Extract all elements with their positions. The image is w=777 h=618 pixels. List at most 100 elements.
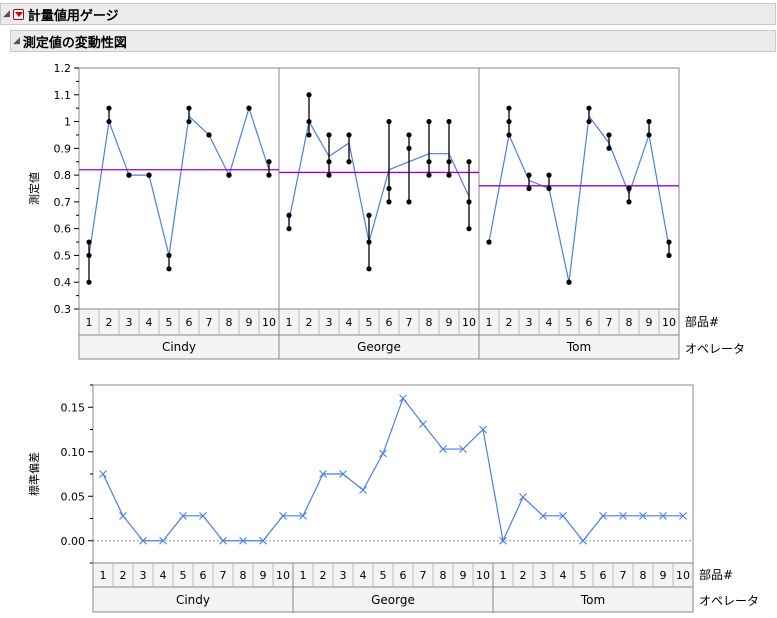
stddev-marker (539, 511, 547, 520)
part-tick-label: 2 (520, 569, 527, 582)
part-tick-label: 1 (500, 569, 507, 582)
data-point (446, 172, 452, 178)
part-tick-label: 7 (606, 316, 613, 329)
data-point (366, 239, 372, 245)
y-axis-label: 標準偏差 (27, 452, 41, 496)
data-point (286, 226, 292, 232)
data-point (466, 199, 472, 205)
part-tick-label: 6 (386, 316, 393, 329)
part-tick-label: 10 (462, 316, 476, 329)
data-point (646, 118, 652, 125)
part-tick-label: 2 (306, 316, 313, 329)
part-tick-label: 9 (246, 316, 253, 329)
data-point (426, 159, 432, 165)
operator-label: Tom (580, 593, 605, 607)
part-tick-label: 9 (660, 569, 667, 582)
cell-mean-line (88, 106, 270, 256)
part-tick-label: 4 (146, 316, 153, 329)
part-tick-label: 5 (380, 569, 387, 582)
y-tick-label: 1.1 (54, 89, 72, 102)
data-point (86, 239, 92, 245)
y-tick-label: 0.7 (54, 196, 72, 209)
y-tick-label: 1.2 (54, 62, 72, 75)
stddev-marker (259, 536, 267, 545)
data-point (226, 172, 232, 178)
data-point (306, 118, 312, 125)
stddev-marker (159, 536, 167, 545)
operator-label: George (357, 340, 401, 354)
part-tick-label: 4 (160, 569, 167, 582)
section-title: 測定値の変動性図 (22, 35, 127, 51)
data-point (246, 105, 252, 111)
data-point (366, 266, 372, 272)
data-point (526, 172, 532, 178)
part-tick-label: 3 (526, 316, 533, 329)
stddev-marker (339, 470, 347, 478)
part-tick-label: 6 (186, 316, 193, 329)
x-level-label: 部品# (699, 567, 733, 582)
data-point (266, 172, 272, 178)
data-point (86, 252, 92, 259)
stddev-marker (639, 511, 647, 520)
data-point (166, 252, 172, 259)
stddev-marker (239, 536, 247, 545)
x-level-label: 部品# (685, 314, 719, 329)
part-tick-label: 3 (126, 316, 133, 329)
y-tick-label: 0.00 (61, 535, 86, 548)
cell-mean-line (488, 114, 670, 283)
disclosure-icon[interactable]: ◢ (3, 9, 10, 19)
part-tick-label: 5 (580, 569, 587, 582)
part-tick-label: 8 (226, 316, 233, 329)
part-tick-label: 5 (366, 316, 373, 329)
stddev-marker (459, 445, 467, 453)
data-point (106, 105, 112, 111)
part-tick-label: 10 (262, 316, 276, 329)
data-point (266, 159, 272, 165)
data-point (306, 132, 312, 138)
stddev-marker (139, 536, 147, 545)
data-point (286, 212, 292, 218)
part-tick-label: 5 (166, 316, 173, 329)
stddev-marker (299, 511, 307, 520)
part-tick-label: 10 (662, 316, 676, 329)
data-point (126, 172, 132, 178)
data-point (666, 252, 672, 259)
part-tick-label: 8 (240, 569, 247, 582)
data-point (306, 92, 312, 98)
y-tick-label: 0.4 (54, 276, 72, 289)
part-tick-label: 8 (426, 316, 433, 329)
part-tick-label: 1 (300, 569, 307, 582)
part-tick-label: 8 (440, 569, 447, 582)
y-tick-label: 0.3 (54, 303, 72, 316)
y-tick-label: 0.8 (54, 169, 72, 182)
y-tick-label: 0.15 (61, 401, 86, 414)
part-tick-label: 7 (406, 316, 413, 329)
stddev-marker (419, 420, 427, 429)
data-point (146, 172, 152, 178)
part-tick-label: 8 (626, 316, 633, 329)
part-tick-label: 5 (566, 316, 573, 329)
part-tick-label: 2 (120, 569, 127, 582)
part-tick-label: 3 (340, 569, 347, 582)
part-tick-label: 4 (346, 316, 353, 329)
data-point (326, 132, 332, 138)
data-point (566, 279, 572, 285)
y-axis-label: 測定値 (27, 172, 41, 205)
stddev-marker (579, 536, 587, 545)
group-level-label: オペレータ (685, 342, 745, 356)
stddev-marker (619, 511, 627, 520)
data-point (546, 185, 552, 192)
disclosure-icon[interactable]: ◢ (13, 36, 20, 46)
part-tick-label: 6 (400, 569, 407, 582)
part-tick-label: 4 (360, 569, 367, 582)
stddev-marker (359, 486, 367, 494)
data-point (86, 279, 92, 285)
y-tick-label: 0.05 (61, 490, 86, 503)
data-point (386, 185, 392, 192)
data-point (506, 132, 512, 138)
stddev-marker (499, 536, 507, 545)
report-title: 計量値用ゲージ (27, 8, 119, 24)
data-point (406, 199, 412, 205)
red-triangle-menu-icon[interactable] (12, 8, 24, 20)
